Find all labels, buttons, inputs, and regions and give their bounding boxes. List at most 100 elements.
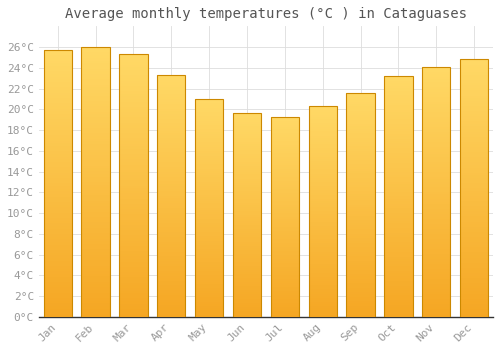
Bar (422, 102, 450, 104)
Bar (422, 212, 450, 214)
Bar (346, 184, 375, 187)
Bar (384, 189, 412, 192)
Bar (422, 112, 450, 114)
Bar (82, 293, 110, 295)
Bar (422, 217, 450, 219)
Bar (270, 117, 299, 317)
Bar (44, 173, 72, 175)
Bar (346, 203, 375, 205)
Bar (157, 111, 186, 114)
Bar (346, 259, 375, 261)
Bar (44, 167, 72, 170)
Bar (157, 140, 186, 143)
Bar (157, 75, 186, 77)
Bar (82, 152, 110, 155)
Bar (270, 141, 299, 142)
Bar (308, 178, 337, 180)
Bar (422, 92, 450, 94)
Bar (119, 272, 148, 275)
Bar (44, 165, 72, 167)
Bar (460, 116, 488, 119)
Bar (82, 106, 110, 109)
Bar (233, 304, 261, 307)
Bar (82, 298, 110, 301)
Bar (82, 122, 110, 125)
Bar (308, 142, 337, 144)
Bar (157, 94, 186, 97)
Bar (308, 209, 337, 211)
Bar (157, 198, 186, 201)
Bar (44, 50, 72, 53)
Bar (82, 166, 110, 168)
Bar (233, 201, 261, 203)
Bar (157, 271, 186, 273)
Bar (422, 152, 450, 154)
Bar (195, 295, 224, 297)
Bar (44, 205, 72, 208)
Bar (346, 102, 375, 104)
Bar (195, 288, 224, 290)
Bar (195, 206, 224, 208)
Bar (44, 160, 72, 162)
Bar (270, 301, 299, 303)
Bar (195, 188, 224, 190)
Bar (233, 191, 261, 193)
Bar (308, 268, 337, 271)
Bar (195, 306, 224, 308)
Bar (384, 232, 412, 235)
Bar (346, 252, 375, 254)
Bar (346, 238, 375, 240)
Bar (82, 77, 110, 79)
Bar (346, 194, 375, 196)
Bar (384, 288, 412, 290)
Bar (346, 117, 375, 120)
Bar (346, 111, 375, 113)
Bar (195, 195, 224, 197)
Bar (422, 202, 450, 204)
Bar (195, 149, 224, 151)
Bar (195, 142, 224, 145)
Bar (308, 108, 337, 110)
Bar (460, 60, 488, 317)
Bar (308, 130, 337, 132)
Bar (157, 305, 186, 307)
Bar (119, 80, 148, 83)
Bar (119, 107, 148, 110)
Bar (346, 306, 375, 308)
Bar (346, 310, 375, 312)
Bar (308, 138, 337, 140)
Bar (270, 291, 299, 293)
Bar (384, 93, 412, 95)
Bar (157, 228, 186, 230)
Bar (270, 303, 299, 305)
Bar (308, 195, 337, 197)
Bar (346, 126, 375, 128)
Bar (346, 229, 375, 232)
Bar (157, 283, 186, 285)
Bar (270, 119, 299, 120)
Bar (233, 225, 261, 227)
Bar (422, 279, 450, 282)
Bar (233, 176, 261, 178)
Bar (422, 72, 450, 74)
Bar (44, 221, 72, 223)
Bar (460, 288, 488, 291)
Bar (233, 274, 261, 276)
Bar (195, 110, 224, 112)
Bar (384, 307, 412, 310)
Bar (384, 206, 412, 209)
Bar (82, 190, 110, 193)
Bar (308, 287, 337, 289)
Bar (157, 266, 186, 268)
Bar (119, 270, 148, 272)
Bar (308, 302, 337, 304)
Bar (195, 125, 224, 127)
Bar (119, 246, 148, 248)
Bar (346, 138, 375, 140)
Bar (384, 182, 412, 184)
Bar (270, 117, 299, 119)
Bar (233, 174, 261, 176)
Bar (422, 297, 450, 299)
Bar (44, 202, 72, 205)
Bar (422, 274, 450, 277)
